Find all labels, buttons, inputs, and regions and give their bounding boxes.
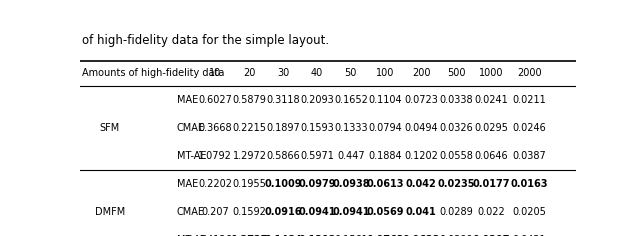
- Text: 0.0163: 0.0163: [511, 179, 548, 189]
- Text: 0.1884: 0.1884: [369, 151, 403, 161]
- Text: 0.0938: 0.0938: [332, 179, 370, 189]
- Text: 1000: 1000: [479, 68, 504, 78]
- Text: 0.1897: 0.1897: [266, 123, 300, 133]
- Text: 20: 20: [243, 68, 256, 78]
- Text: MAE: MAE: [177, 95, 198, 105]
- Text: 0.2093: 0.2093: [300, 95, 334, 105]
- Text: 0.0338: 0.0338: [439, 95, 473, 105]
- Text: 0.0916: 0.0916: [264, 207, 302, 217]
- Text: 100: 100: [376, 68, 395, 78]
- Text: 0.0794: 0.0794: [369, 123, 403, 133]
- Text: 1.0792: 1.0792: [198, 151, 232, 161]
- Text: 0.2215: 0.2215: [232, 123, 267, 133]
- Text: MAE: MAE: [177, 179, 198, 189]
- Text: 0.447: 0.447: [337, 151, 365, 161]
- Text: 0.041: 0.041: [406, 207, 436, 217]
- Text: 0.0326: 0.0326: [439, 123, 473, 133]
- Text: 0.3668: 0.3668: [198, 123, 232, 133]
- Text: 0.0205: 0.0205: [513, 207, 547, 217]
- Text: 500: 500: [447, 68, 465, 78]
- Text: 0.0289: 0.0289: [439, 207, 473, 217]
- Text: 0.1955: 0.1955: [233, 179, 267, 189]
- Text: 0.0387: 0.0387: [513, 151, 547, 161]
- Text: 40: 40: [311, 68, 323, 78]
- Text: SFM: SFM: [100, 123, 120, 133]
- Text: 0.6027: 0.6027: [198, 95, 232, 105]
- Text: 0.0941: 0.0941: [332, 207, 369, 217]
- Text: 0.1202: 0.1202: [404, 151, 438, 161]
- Text: 0.1593: 0.1593: [300, 123, 334, 133]
- Text: 0.1592: 0.1592: [233, 207, 267, 217]
- Text: 0.0211: 0.0211: [513, 95, 547, 105]
- Text: 0.0177: 0.0177: [473, 179, 511, 189]
- Text: 0.207: 0.207: [201, 207, 228, 217]
- Text: 10: 10: [209, 68, 221, 78]
- Text: 0.0941: 0.0941: [298, 207, 336, 217]
- Text: 0.0235: 0.0235: [437, 179, 475, 189]
- Text: 0.0723: 0.0723: [404, 95, 438, 105]
- Text: 0.042: 0.042: [406, 179, 436, 189]
- Text: 0.5971: 0.5971: [300, 151, 334, 161]
- Text: 0.5879: 0.5879: [233, 95, 267, 105]
- Text: CMAE: CMAE: [177, 123, 205, 133]
- Text: 0.1333: 0.1333: [334, 123, 367, 133]
- Text: DMFM: DMFM: [95, 207, 125, 217]
- Text: 0.0246: 0.0246: [513, 123, 547, 133]
- Text: Amounts of high-fidelity data: Amounts of high-fidelity data: [83, 68, 225, 78]
- Text: 0.022: 0.022: [478, 207, 506, 217]
- Text: 0.1104: 0.1104: [369, 95, 403, 105]
- Text: 1.2972: 1.2972: [232, 151, 267, 161]
- Text: of high-fidelity data for the simple layout.: of high-fidelity data for the simple lay…: [83, 34, 330, 47]
- Text: 200: 200: [412, 68, 431, 78]
- Text: 0.0979: 0.0979: [298, 179, 336, 189]
- Text: 0.3118: 0.3118: [266, 95, 300, 105]
- Text: 0.5866: 0.5866: [266, 151, 300, 161]
- Text: 0.0295: 0.0295: [475, 123, 509, 133]
- Text: 2000: 2000: [517, 68, 541, 78]
- Text: 0.2202: 0.2202: [198, 179, 232, 189]
- Text: 0.0646: 0.0646: [475, 151, 509, 161]
- Text: 0.0241: 0.0241: [475, 95, 509, 105]
- Text: 30: 30: [277, 68, 289, 78]
- Text: 0.0558: 0.0558: [439, 151, 473, 161]
- Text: 0.0569: 0.0569: [367, 207, 404, 217]
- Text: 50: 50: [344, 68, 357, 78]
- Text: 0.1652: 0.1652: [334, 95, 368, 105]
- Text: CMAE: CMAE: [177, 207, 205, 217]
- Text: MT-AE: MT-AE: [177, 151, 206, 161]
- Text: 0.0613: 0.0613: [367, 179, 404, 189]
- Text: 0.0494: 0.0494: [404, 123, 438, 133]
- Text: 0.1009: 0.1009: [264, 179, 302, 189]
